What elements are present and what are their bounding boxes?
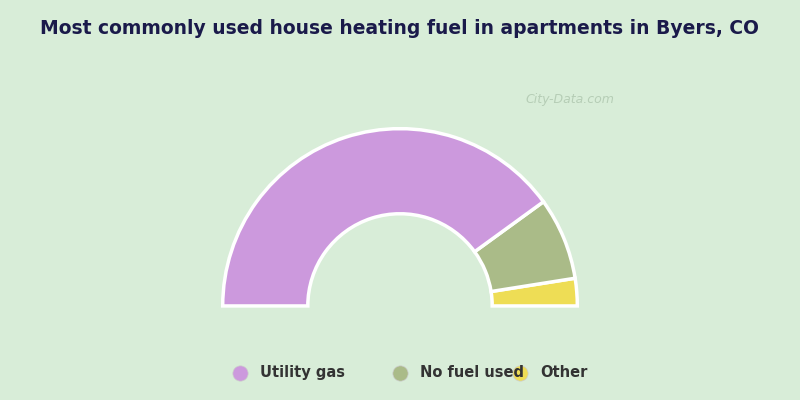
Wedge shape [222, 129, 543, 306]
Text: No fuel used: No fuel used [420, 366, 524, 380]
Text: City-Data.com: City-Data.com [526, 92, 614, 106]
Wedge shape [491, 278, 578, 306]
Text: Utility gas: Utility gas [260, 366, 345, 380]
Text: Other: Other [540, 366, 587, 380]
Wedge shape [474, 202, 575, 292]
Text: Most commonly used house heating fuel in apartments in Byers, CO: Most commonly used house heating fuel in… [41, 19, 759, 38]
